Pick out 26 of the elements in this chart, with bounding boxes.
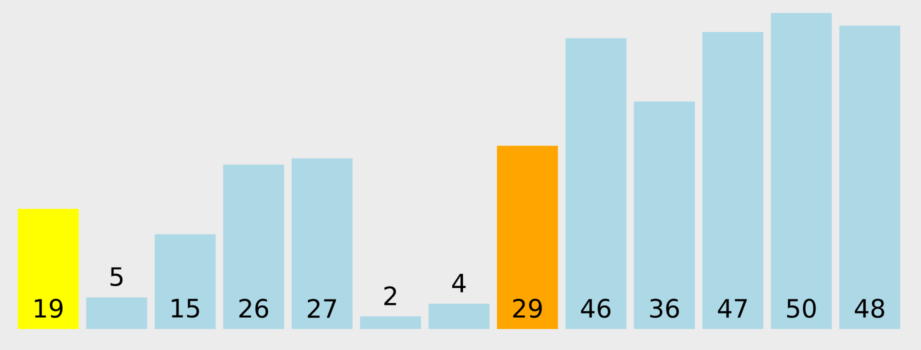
bar xyxy=(634,101,695,329)
bar xyxy=(497,146,558,329)
bar xyxy=(565,38,626,329)
data-label: 36 xyxy=(650,298,679,318)
bar xyxy=(360,316,422,329)
data-label: 50 xyxy=(787,298,816,318)
data-label: 26 xyxy=(239,298,268,318)
bar xyxy=(770,12,832,329)
bar xyxy=(18,208,79,329)
bar xyxy=(154,234,216,329)
bar xyxy=(292,158,353,329)
bar xyxy=(223,164,284,329)
bar xyxy=(86,297,148,329)
data-label: 48 xyxy=(854,298,884,318)
bar xyxy=(839,26,900,329)
data-label: 47 xyxy=(718,299,747,318)
data-label: 46 xyxy=(581,298,610,318)
data-label: 5 xyxy=(110,267,123,286)
data-label: 19 xyxy=(34,298,63,318)
bar xyxy=(702,32,764,329)
data-label: 2 xyxy=(384,286,396,306)
bar xyxy=(428,304,490,329)
data-label: 29 xyxy=(513,298,542,318)
data-label: 15 xyxy=(172,298,200,318)
data-label: 4 xyxy=(452,274,466,292)
data-label: 27 xyxy=(308,298,336,318)
